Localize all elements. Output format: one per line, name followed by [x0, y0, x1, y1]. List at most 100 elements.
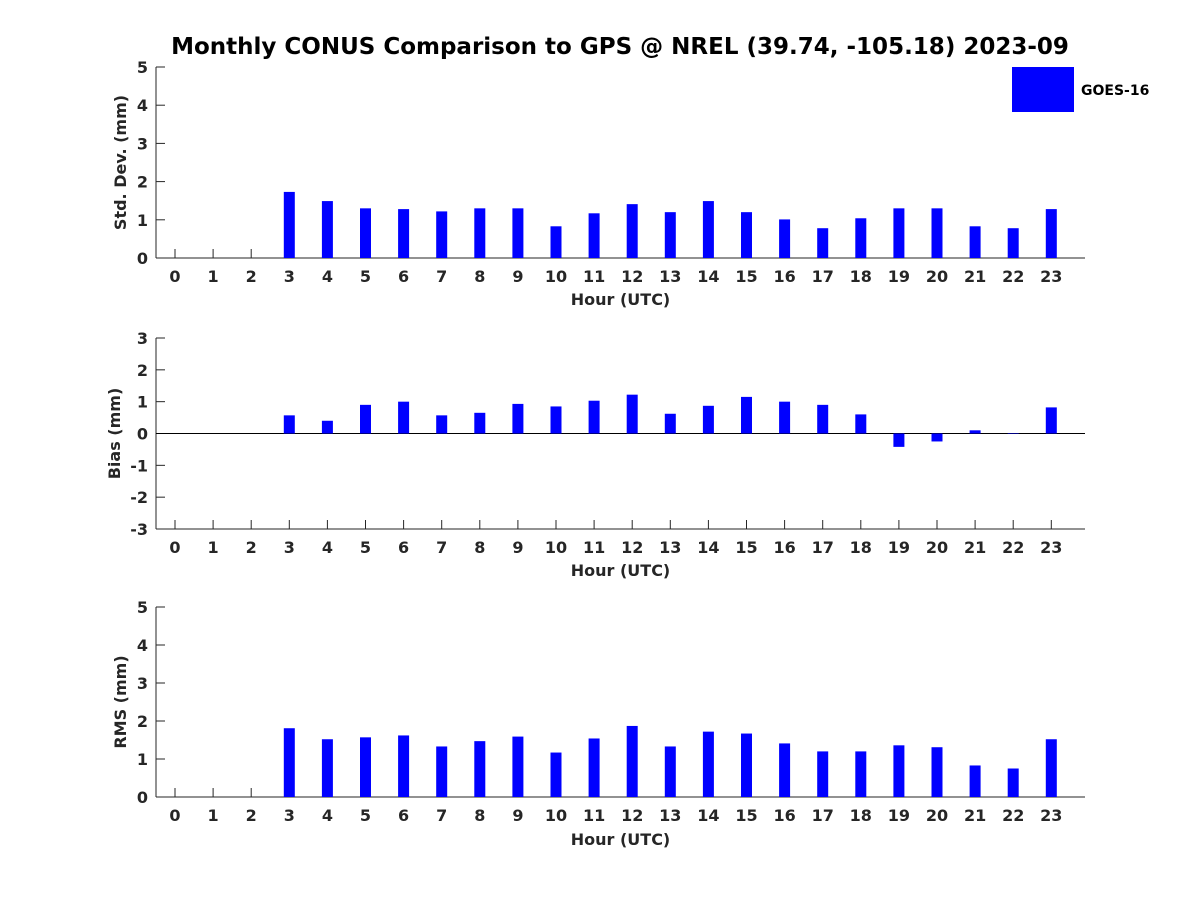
- x-tick-label: 10: [545, 538, 567, 557]
- y-tick-label: 1: [137, 211, 148, 230]
- x-tick-label: 4: [322, 538, 333, 557]
- x-tick-label: 23: [1040, 538, 1062, 557]
- bar-hour-8: [474, 208, 486, 258]
- bar-hour-4: [321, 739, 333, 797]
- bar-hour-7: [436, 211, 448, 258]
- x-tick-label: 3: [284, 538, 295, 557]
- bar-hour-20: [931, 208, 943, 258]
- x-tick-label: 7: [436, 267, 447, 286]
- bar-hour-9: [512, 208, 524, 258]
- bar-hour-5: [360, 404, 371, 434]
- x-tick-label: 16: [773, 267, 795, 286]
- x-tick-label: 14: [697, 538, 719, 557]
- y-tick-label: 5: [137, 598, 148, 617]
- x-tick-label: 12: [621, 806, 643, 825]
- y-tick-label: 3: [137, 674, 148, 693]
- y-tick-label: -1: [130, 456, 148, 475]
- bar-hour-10: [550, 752, 562, 797]
- x-axis-label: Hour (UTC): [571, 561, 671, 580]
- bar-hour-4: [321, 201, 333, 258]
- bar-hour-22: [1007, 228, 1019, 258]
- x-tick-label: 9: [512, 806, 523, 825]
- x-tick-label: 7: [436, 806, 447, 825]
- x-tick-label: 2: [246, 538, 257, 557]
- bar-hour-6: [398, 401, 410, 434]
- x-tick-label: 9: [512, 538, 523, 557]
- y-tick-label: 1: [137, 750, 148, 769]
- x-tick-label: 3: [284, 806, 295, 825]
- x-tick-label: 5: [360, 267, 371, 286]
- x-tick-label: 8: [474, 267, 485, 286]
- x-tick-label: 21: [964, 267, 986, 286]
- bar-hour-6: [398, 209, 410, 258]
- x-tick-label: 0: [169, 538, 180, 557]
- x-tick-label: 10: [545, 267, 567, 286]
- bar-hour-7: [436, 415, 448, 434]
- bar-hour-15: [741, 396, 752, 434]
- x-tick-label: 23: [1040, 806, 1062, 825]
- y-tick-label: 0: [137, 249, 148, 268]
- bar-hour-15: [741, 212, 752, 258]
- y-axis-label: Bias (mm): [105, 388, 124, 480]
- y-tick-label: 0: [137, 788, 148, 807]
- x-tick-label: 6: [398, 806, 409, 825]
- x-tick-label: 19: [888, 267, 910, 286]
- x-tick-label: 16: [773, 806, 795, 825]
- x-tick-label: 21: [964, 806, 986, 825]
- bar-hour-4: [321, 420, 333, 434]
- bar-hour-19: [893, 745, 905, 797]
- bar-hour-16: [779, 219, 791, 258]
- x-tick-label: 0: [169, 267, 180, 286]
- x-tick-label: 22: [1002, 806, 1024, 825]
- bar-hour-23: [1045, 407, 1057, 434]
- x-tick-label: 12: [621, 538, 643, 557]
- y-axis-label: RMS (mm): [111, 655, 130, 748]
- x-tick-label: 14: [697, 806, 719, 825]
- bar-hour-12: [626, 725, 638, 797]
- x-tick-label: 3: [284, 267, 295, 286]
- bar-hour-17: [817, 751, 829, 797]
- x-tick-label: 21: [964, 538, 986, 557]
- x-tick-label: 15: [735, 538, 757, 557]
- x-tick-label: 5: [360, 806, 371, 825]
- bar-hour-19: [893, 208, 905, 258]
- bar-hour-20: [931, 433, 943, 442]
- x-tick-label: 9: [512, 267, 523, 286]
- bar-hour-23: [1045, 739, 1057, 797]
- y-tick-label: 3: [137, 329, 148, 348]
- x-tick-label: 2: [246, 267, 257, 286]
- bar-hour-12: [626, 204, 638, 258]
- y-axis-label: Std. Dev. (mm): [111, 95, 130, 230]
- x-tick-label: 20: [926, 267, 948, 286]
- x-tick-label: 8: [474, 806, 485, 825]
- x-tick-label: 6: [398, 267, 409, 286]
- bar-hour-12: [626, 394, 638, 434]
- bar-hour-3: [283, 728, 295, 797]
- bar-hour-10: [550, 226, 562, 258]
- x-tick-label: 16: [773, 538, 795, 557]
- bar-hour-18: [855, 414, 867, 434]
- y-tick-label: 0: [137, 425, 148, 444]
- x-tick-label: 12: [621, 267, 643, 286]
- x-tick-label: 22: [1002, 267, 1024, 286]
- bar-hour-16: [779, 743, 791, 797]
- bar-hour-18: [855, 751, 867, 797]
- bar-hour-11: [588, 213, 600, 258]
- bar-hour-16: [779, 401, 791, 434]
- x-tick-label: 17: [812, 806, 834, 825]
- bar-hour-6: [398, 735, 410, 797]
- x-tick-label: 17: [812, 538, 834, 557]
- bar-hour-17: [817, 404, 829, 434]
- x-tick-label: 18: [850, 267, 872, 286]
- x-axis-label: Hour (UTC): [571, 830, 671, 849]
- bar-hour-13: [664, 746, 676, 797]
- bar-hour-23: [1045, 209, 1057, 258]
- bar-hour-5: [360, 208, 371, 258]
- legend-label: GOES-16: [1081, 83, 1149, 99]
- x-tick-label: 4: [322, 806, 333, 825]
- bar-hour-20: [931, 747, 943, 797]
- bar-hour-7: [436, 746, 448, 797]
